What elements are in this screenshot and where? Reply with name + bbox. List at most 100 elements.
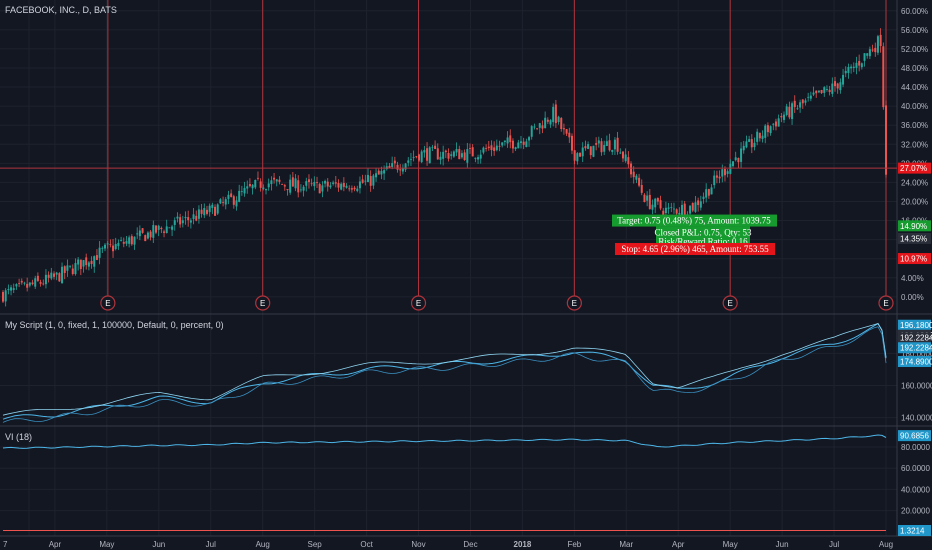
equity-badge-1: 196.1800 [900, 321, 932, 330]
candle-body [860, 63, 863, 68]
candle-body [4, 290, 7, 302]
candle-body [299, 189, 302, 191]
candle-body [337, 183, 340, 188]
candle-body [192, 214, 195, 220]
event-label: E [572, 299, 577, 308]
candle-body [211, 204, 214, 208]
candle-body [807, 96, 810, 98]
candle-body [557, 116, 560, 123]
candle-body [796, 108, 799, 110]
candle-body [579, 152, 582, 157]
candle-body [581, 147, 584, 157]
candle-body [130, 236, 133, 245]
candle-body [286, 189, 289, 191]
candle-body [447, 153, 450, 159]
closed-pnl-label: Closed P&L: 0.75, Qty: 53 [654, 228, 752, 238]
candle-body [117, 242, 120, 247]
candle-body [834, 81, 837, 87]
event-label: E [260, 299, 265, 308]
candle-body [216, 204, 219, 214]
candle-body [850, 66, 853, 69]
candle-body [246, 186, 249, 189]
target-badge: 14.90% [900, 222, 927, 231]
candle-body [329, 185, 332, 188]
candle-body [176, 216, 179, 219]
vi-badge-2: 1.3214 [900, 526, 925, 535]
candle-body [772, 123, 775, 125]
candle-body [804, 100, 807, 103]
price-axis-tick-label: 0.00% [901, 293, 924, 302]
event-circle [255, 295, 271, 311]
price-axis-tick-label: 20.00% [901, 197, 928, 206]
candle-body [157, 225, 160, 230]
closed-box[interactable] [656, 226, 750, 245]
candle-body [179, 217, 182, 225]
candle-body [485, 148, 488, 150]
candle-body [364, 180, 367, 182]
candle-body [372, 175, 375, 186]
candle-body [525, 141, 528, 148]
candle-body [418, 154, 421, 161]
candle-body [756, 131, 759, 142]
candle-body [380, 170, 383, 175]
candle-body [12, 288, 15, 290]
candle-body [173, 220, 176, 225]
candle-body [825, 89, 828, 90]
event-label: E [728, 299, 733, 308]
candle-body [168, 227, 171, 229]
candle-body [254, 179, 257, 188]
candle-body [85, 257, 88, 266]
price-axes[interactable]: 60.00% 56.00% 52.00% 48.00% 44.00% 40.00% 36.0… [898, 7, 932, 536]
candle-body [460, 153, 463, 158]
candle-body [616, 137, 619, 152]
price-axis-tick-label: 52.00% [901, 45, 928, 54]
candle-body [707, 189, 710, 196]
candle-body [554, 104, 557, 124]
candle-body [163, 231, 166, 233]
candle-body [788, 106, 791, 118]
candle-body [208, 205, 211, 213]
time-axis-label: May [99, 540, 114, 549]
candle-body [463, 152, 466, 161]
target-box[interactable] [612, 214, 777, 227]
candle-body [283, 185, 286, 187]
candle-body [275, 179, 278, 182]
candle-body [635, 175, 638, 180]
trade-annotations[interactable]: Target: 0.75 (0.48%) 75, Amount: 1039.75… [612, 214, 777, 256]
candle-body [831, 83, 834, 94]
candle-body [74, 263, 77, 275]
candle-body [493, 147, 496, 152]
candle-body [847, 66, 850, 73]
stop-box[interactable] [615, 243, 775, 256]
candle-body [273, 177, 276, 180]
candle-body [28, 282, 31, 286]
candle-body [538, 123, 541, 128]
price-axis-tick-label: 160.0000 [901, 381, 932, 390]
candle-body [36, 275, 39, 281]
candle-body [662, 210, 665, 215]
event-circle [878, 295, 894, 311]
candle-body [691, 202, 694, 211]
candle-body [721, 169, 724, 177]
candle-body [761, 135, 764, 139]
candle-body [546, 119, 549, 122]
price-axis-tick-label: 24.00% [901, 178, 928, 187]
time-axis-label: 2018 [514, 540, 532, 549]
price-axis-tick-label: 48.00% [901, 64, 928, 73]
candle-body [203, 208, 206, 216]
candle-body [318, 183, 321, 194]
candle-body [530, 126, 533, 137]
event-label: E [416, 299, 421, 308]
vi-series [2, 434, 887, 531]
candle-body [624, 154, 627, 162]
candle-body [613, 139, 616, 150]
equity-badge-5: 174.8900 [900, 358, 932, 367]
time-axis[interactable]: 7 Apr May Jun Jul Aug Sep Oct Nov Dec 2018 Feb Mar Ap… [3, 540, 893, 549]
candle-body [630, 163, 633, 175]
candle-body [675, 209, 678, 214]
candle-body [227, 194, 230, 199]
candle-body [723, 169, 726, 176]
candle-body [50, 272, 53, 279]
candle-body [55, 272, 58, 275]
